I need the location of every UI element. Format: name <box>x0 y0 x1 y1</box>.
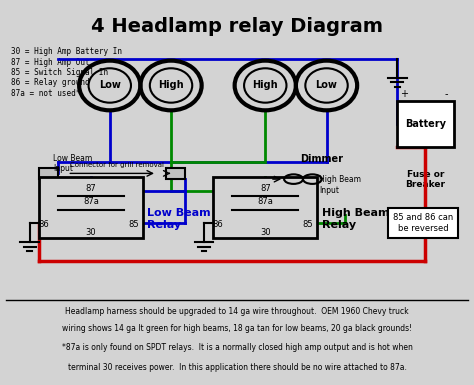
Text: wiring shows 14 ga lt green for high beams, 18 ga tan for low beams, 20 ga black: wiring shows 14 ga lt green for high bea… <box>62 325 412 333</box>
Text: Low Beam
Input: Low Beam Input <box>53 154 92 173</box>
Text: High Beam
Input: High Beam Input <box>319 175 362 194</box>
Text: 87: 87 <box>85 184 96 192</box>
Text: Connector for grill removal: Connector for grill removal <box>70 162 164 167</box>
Text: +: + <box>400 89 408 99</box>
FancyBboxPatch shape <box>39 167 58 179</box>
FancyBboxPatch shape <box>397 101 454 147</box>
Text: 85: 85 <box>128 221 138 229</box>
Text: 30: 30 <box>260 228 271 237</box>
Text: -: - <box>445 89 448 99</box>
Text: terminal 30 receives power.  In this application there should be no wire attache: terminal 30 receives power. In this appl… <box>68 363 406 372</box>
FancyBboxPatch shape <box>213 177 317 238</box>
Text: High: High <box>253 80 278 90</box>
Text: Low: Low <box>99 80 121 90</box>
Text: *87a is only found on SPDT relays.  It is a normally closed high amp output and : *87a is only found on SPDT relays. It is… <box>62 343 412 353</box>
FancyBboxPatch shape <box>39 177 143 238</box>
Text: 87a: 87a <box>83 197 99 206</box>
Text: Battery: Battery <box>405 119 446 129</box>
Text: 86: 86 <box>213 221 224 229</box>
Text: 30 = High Amp Battery In
87 = High Amp Out
85 = Switch Signal In
86 = Relay grou: 30 = High Amp Battery In 87 = High Amp O… <box>11 47 122 98</box>
Text: 4 Headlamp relay Diagram: 4 Headlamp relay Diagram <box>91 17 383 36</box>
Text: Fuse or
Breaker: Fuse or Breaker <box>405 169 446 189</box>
Text: 85 and 86 can
be reversed: 85 and 86 can be reversed <box>393 213 453 233</box>
Text: High Beam
Relay: High Beam Relay <box>322 208 389 230</box>
FancyBboxPatch shape <box>166 167 185 179</box>
Text: 87: 87 <box>260 184 271 192</box>
Text: Low Beam
Relay: Low Beam Relay <box>147 208 211 230</box>
Text: Low: Low <box>316 80 337 90</box>
Text: 86: 86 <box>38 221 49 229</box>
Text: 30: 30 <box>86 228 96 237</box>
Text: Dimmer: Dimmer <box>301 154 343 164</box>
Text: Headlamp harness should be upgraded to 14 ga wire throughout.  OEM 1960 Chevy tr: Headlamp harness should be upgraded to 1… <box>65 307 409 316</box>
FancyBboxPatch shape <box>388 208 458 238</box>
Text: 87a: 87a <box>257 197 273 206</box>
Text: 85: 85 <box>302 221 313 229</box>
Text: High: High <box>158 80 184 90</box>
